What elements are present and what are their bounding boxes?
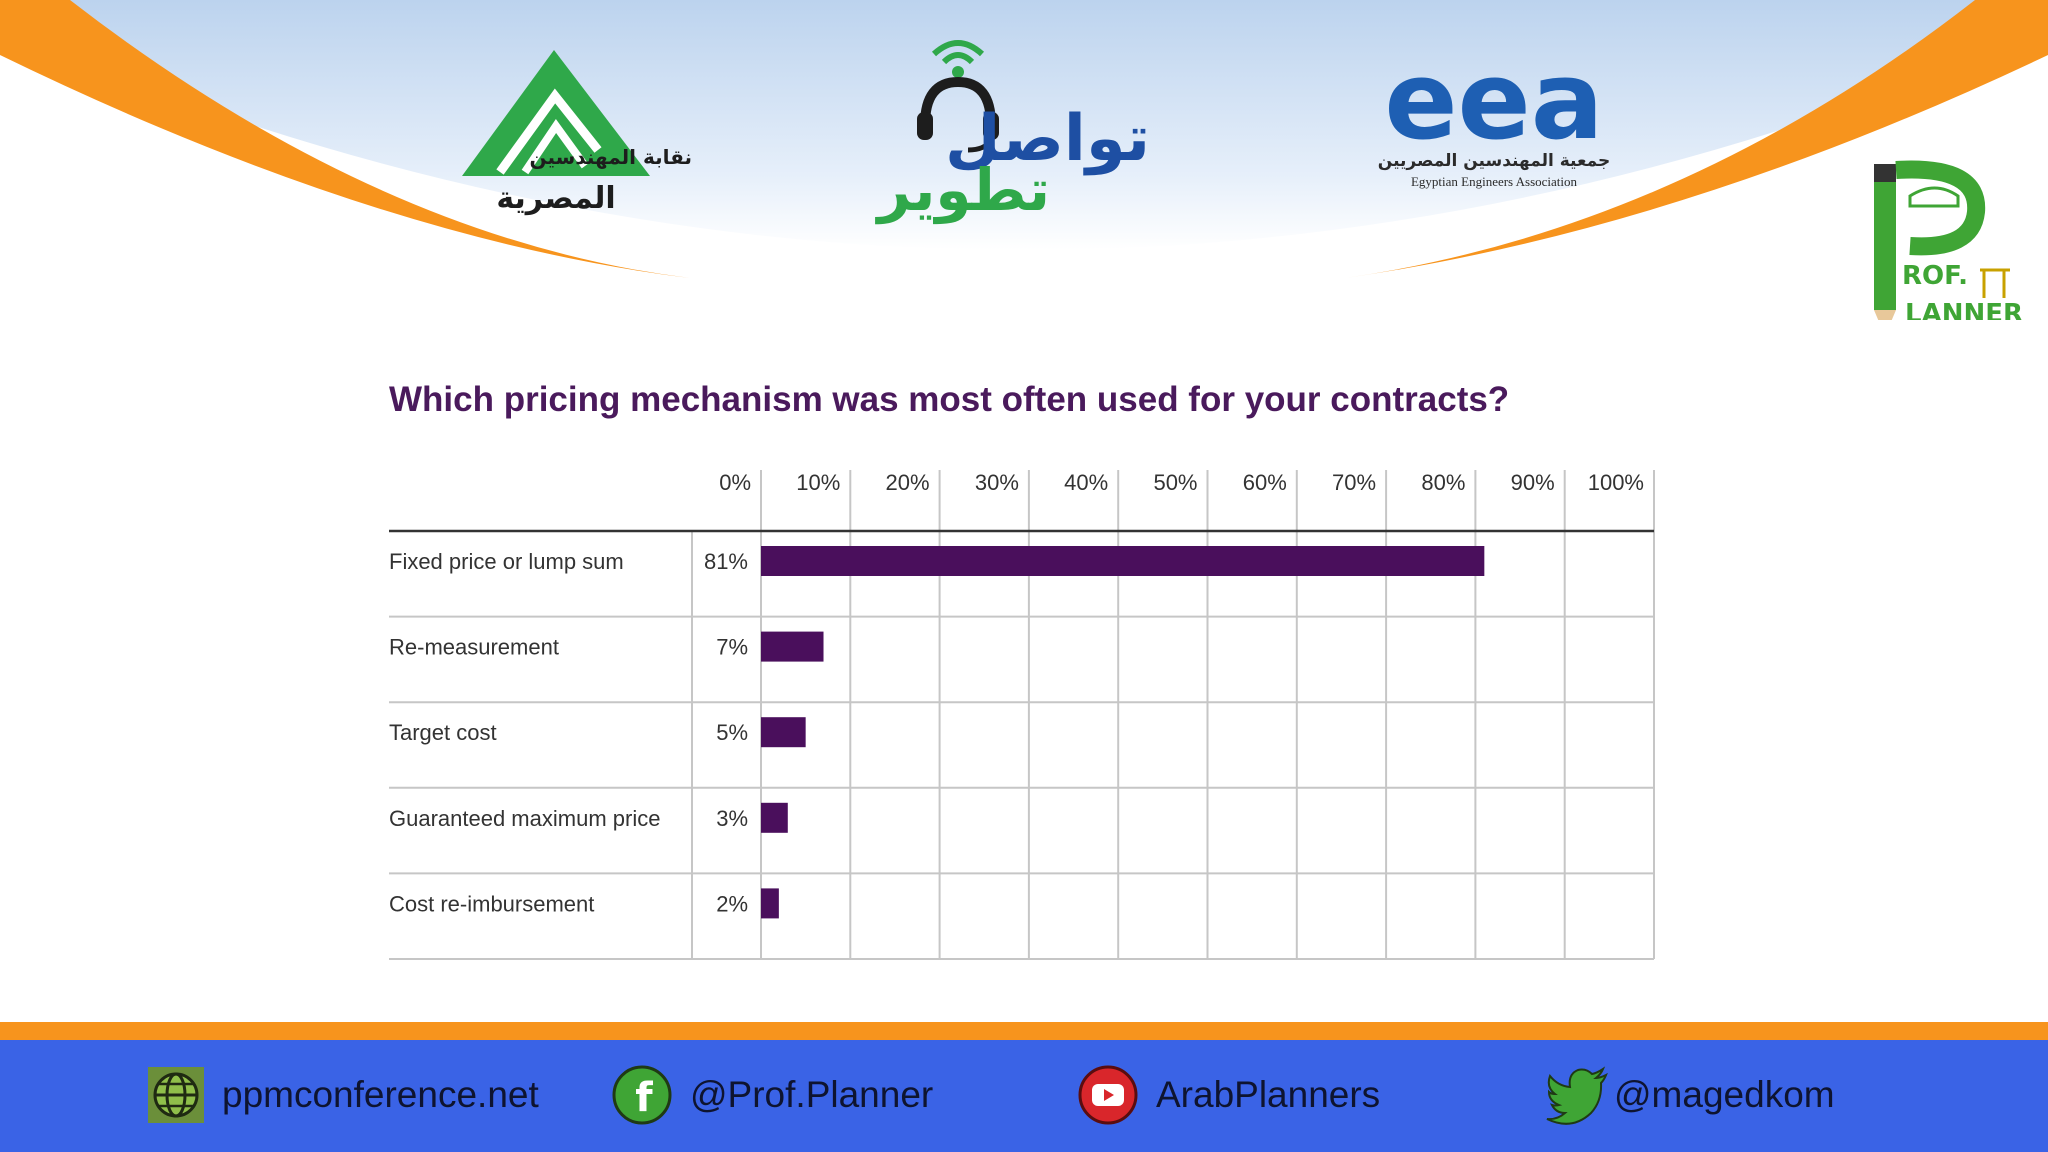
bar bbox=[761, 631, 824, 662]
chart-grid bbox=[389, 470, 1655, 960]
eea-logo: eea جمعية المهندسين المصريين Egyptian En… bbox=[1378, 39, 1610, 189]
globe-icon bbox=[148, 1067, 204, 1123]
category-label: Target cost bbox=[389, 720, 497, 745]
bar bbox=[761, 546, 1485, 576]
header-banner: نقابة المهندسين المصرية تواصل تطوير eea … bbox=[0, 0, 2048, 320]
footer-stripe bbox=[0, 1022, 2048, 1040]
syndicate-text-line1: نقابة المهندسين bbox=[529, 145, 692, 169]
bar-chart: 0% 10% 20% 30% 40% 50% 60% 70% 80% 90% 100% Fixed … bbox=[389, 470, 1655, 960]
youtube-link[interactable]: ArabPlanners bbox=[1078, 1060, 1380, 1130]
value-label: 2% bbox=[716, 891, 748, 916]
twitter-link[interactable]: @magedkom bbox=[1546, 1060, 1835, 1130]
category-label: Fixed price or lump sum bbox=[389, 549, 624, 574]
x-axis-ticks: 0% 10% 20% 30% 40% 50% 60% 70% 80% 90% 100% bbox=[719, 470, 1644, 495]
value-label: 7% bbox=[716, 635, 748, 660]
x-tick-label: 70% bbox=[1332, 470, 1376, 495]
eea-text-english: Egyptian Engineers Association bbox=[1411, 174, 1578, 189]
prof-planner-logo: ROF. LANNER bbox=[1874, 160, 2023, 320]
bar bbox=[761, 717, 806, 748]
x-tick-label: 60% bbox=[1243, 470, 1287, 495]
twitter-handle: @magedkom bbox=[1614, 1074, 1835, 1115]
prof-planner-text-line2: LANNER bbox=[1905, 299, 2023, 320]
eea-mark: eea bbox=[1384, 39, 1603, 164]
x-tick-label: 90% bbox=[1511, 470, 1555, 495]
crane-icon bbox=[1980, 268, 2010, 298]
headset-icon bbox=[917, 76, 999, 153]
x-tick-label: 40% bbox=[1064, 470, 1108, 495]
x-tick-label: 20% bbox=[886, 470, 930, 495]
wifi-signal-icon bbox=[931, 40, 985, 78]
tawasol-tatweer-logo: تواصل تطوير bbox=[875, 40, 1150, 225]
chart-bars bbox=[761, 546, 1485, 919]
x-tick-label: 0% bbox=[719, 470, 751, 495]
bar bbox=[761, 888, 779, 919]
category-label: Re-measurement bbox=[389, 635, 559, 660]
category-label: Cost re-imbursement bbox=[389, 891, 594, 916]
x-tick-label: 80% bbox=[1421, 470, 1465, 495]
x-tick-label: 10% bbox=[796, 470, 840, 495]
eea-text-arabic: جمعية المهندسين المصريين bbox=[1378, 151, 1610, 171]
youtube-channel: ArabPlanners bbox=[1156, 1074, 1381, 1115]
chart-title: Which pricing mechanism was most often u… bbox=[389, 380, 1510, 419]
footer-bar: ppmconference.net f @Prof.Planner ArabPl… bbox=[0, 1040, 2048, 1152]
x-tick-label: 100% bbox=[1588, 470, 1644, 495]
website-link[interactable]: ppmconference.net bbox=[148, 1060, 539, 1130]
bar bbox=[761, 802, 788, 833]
orange-swoosh-right bbox=[1345, 0, 2048, 278]
prof-planner-text-line1: ROF. bbox=[1902, 261, 1968, 291]
facebook-handle: @Prof.Planner bbox=[690, 1074, 934, 1115]
x-tick-label: 30% bbox=[975, 470, 1019, 495]
facebook-link[interactable]: f @Prof.Planner bbox=[612, 1060, 933, 1130]
youtube-icon bbox=[1078, 1065, 1138, 1125]
chart-rows: Fixed price or lump sum 81% Re-measurement… bbox=[389, 549, 748, 916]
facebook-icon: f bbox=[612, 1065, 672, 1125]
category-label: Guaranteed maximum price bbox=[389, 806, 660, 831]
value-label: 3% bbox=[716, 806, 748, 831]
tatweer-text: تطوير bbox=[875, 156, 1051, 225]
website-text: ppmconference.net bbox=[222, 1074, 539, 1115]
twitter-icon bbox=[1546, 1066, 1608, 1125]
orange-swoosh-left bbox=[0, 0, 690, 278]
engineers-syndicate-logo: نقابة المهندسين المصرية bbox=[462, 50, 692, 216]
svg-text:f: f bbox=[635, 1075, 653, 1121]
syndicate-text-line2: المصرية bbox=[496, 181, 615, 216]
value-label: 5% bbox=[716, 720, 748, 745]
x-tick-label: 50% bbox=[1153, 470, 1197, 495]
tawasol-text: تواصل bbox=[945, 102, 1150, 176]
value-label: 81% bbox=[704, 549, 748, 574]
header-background: نقابة المهندسين المصرية تواصل تطوير eea … bbox=[0, 0, 2048, 320]
